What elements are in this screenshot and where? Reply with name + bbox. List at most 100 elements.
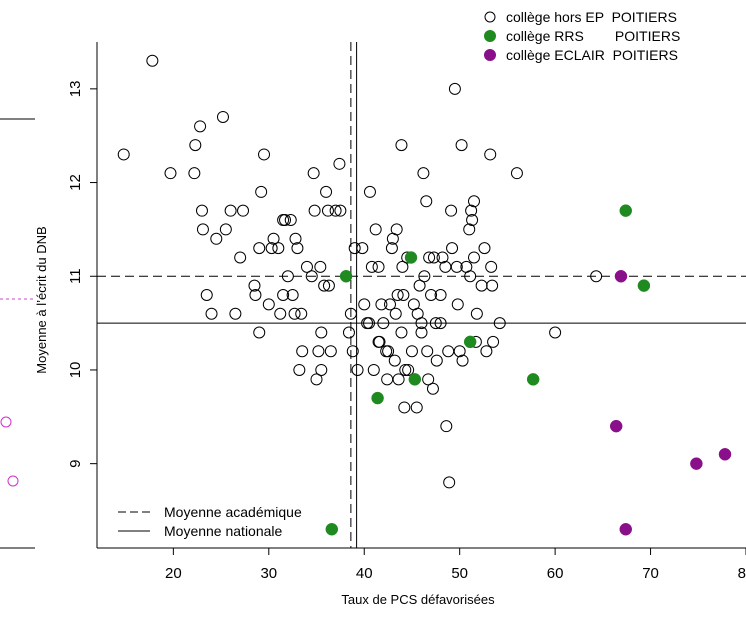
data-point [219, 223, 232, 236]
data-point [320, 185, 333, 198]
data-point [365, 260, 378, 273]
data-point [308, 204, 321, 217]
data-point [384, 298, 397, 311]
data-point [373, 335, 386, 348]
x-axis-ticks: 20 30 40 50 60 70 80 [165, 548, 746, 582]
data-point [405, 345, 418, 358]
data-point [315, 363, 328, 376]
legend-label-nationale: Moyenne nationale [164, 523, 283, 539]
data-point [455, 139, 468, 152]
data-point [377, 317, 390, 330]
data-point [690, 457, 703, 470]
data-point [475, 279, 488, 292]
data-point [253, 242, 266, 255]
data-point [314, 260, 327, 273]
fragment-point [7, 475, 19, 487]
data-point [408, 373, 422, 386]
data-point [446, 242, 459, 255]
data-point [291, 242, 304, 255]
reference-legend: Moyenne académique Moyenne nationale [118, 504, 302, 539]
legend-marker-hors-ep [484, 11, 496, 23]
data-point [289, 232, 302, 245]
data-point [279, 214, 292, 227]
data-point [465, 204, 478, 217]
fragment-point [0, 416, 12, 428]
data-point [395, 326, 408, 339]
legend-label-rrs: collège RRS POITIERS [506, 28, 680, 44]
y-axis-title: Moyenne à l’écrit du DNB [34, 226, 49, 373]
data-point [381, 373, 394, 386]
data-point [372, 335, 385, 348]
data-point [189, 139, 202, 152]
x-tick-label: 20 [165, 565, 182, 582]
data-point [315, 326, 328, 339]
data-point [342, 326, 355, 339]
legend-marker-rrs [484, 30, 496, 42]
data-point [415, 317, 428, 330]
data-point [415, 326, 428, 339]
data-point [272, 242, 285, 255]
data-point [325, 523, 339, 536]
axes [96, 42, 746, 549]
legend-label-academique: Moyenne académique [164, 504, 302, 520]
reference-lines [97, 42, 746, 548]
y-tick-label: 11 [67, 268, 84, 284]
data-point [300, 260, 313, 273]
data-point [229, 307, 242, 320]
data-point [417, 167, 430, 180]
data-point [404, 251, 418, 264]
data-point [329, 204, 342, 217]
data-point [466, 214, 479, 227]
data-point [485, 260, 498, 273]
data-point [367, 363, 380, 376]
data-point [467, 251, 480, 264]
data-point [421, 345, 434, 358]
legend-marker-eclair [484, 49, 496, 61]
data-point [286, 289, 299, 301]
series-0 [117, 54, 603, 489]
data-points [117, 54, 732, 536]
data-point [358, 298, 371, 311]
data-point [249, 289, 262, 301]
data-point [450, 260, 463, 273]
data-point [614, 270, 628, 283]
data-point [413, 279, 426, 292]
data-point [619, 204, 632, 217]
data-point [339, 270, 353, 283]
data-point [480, 345, 493, 358]
data-point [164, 167, 177, 180]
data-point [463, 335, 477, 349]
data-point [188, 167, 201, 180]
data-point [310, 373, 323, 386]
data-point [295, 307, 308, 320]
data-point [344, 307, 357, 320]
y-tick-label: 10 [67, 362, 84, 379]
legend-label-eclair: collège ECLAIR POITIERS [506, 47, 678, 63]
data-point [356, 242, 369, 255]
data-point [262, 298, 275, 311]
data-point [281, 270, 294, 283]
data-point [395, 139, 408, 152]
data-point [324, 345, 337, 358]
data-point [526, 373, 540, 386]
data-point [390, 223, 403, 236]
data-point [265, 242, 278, 255]
data-point [210, 232, 223, 245]
data-point [397, 289, 410, 301]
data-point [195, 204, 208, 217]
data-point [389, 307, 402, 320]
data-point [296, 345, 309, 358]
data-point [637, 279, 651, 292]
data-point [453, 345, 466, 358]
data-point [445, 204, 458, 217]
data-point [418, 270, 431, 283]
data-point [487, 335, 500, 348]
legend-label-hors-ep: collège hors EP POITIERS [506, 9, 677, 25]
series-2 [609, 270, 732, 536]
series-1 [325, 204, 651, 536]
x-tick-label: 60 [547, 565, 564, 582]
data-point [402, 363, 415, 376]
data-point [305, 270, 318, 283]
data-point [619, 523, 632, 536]
